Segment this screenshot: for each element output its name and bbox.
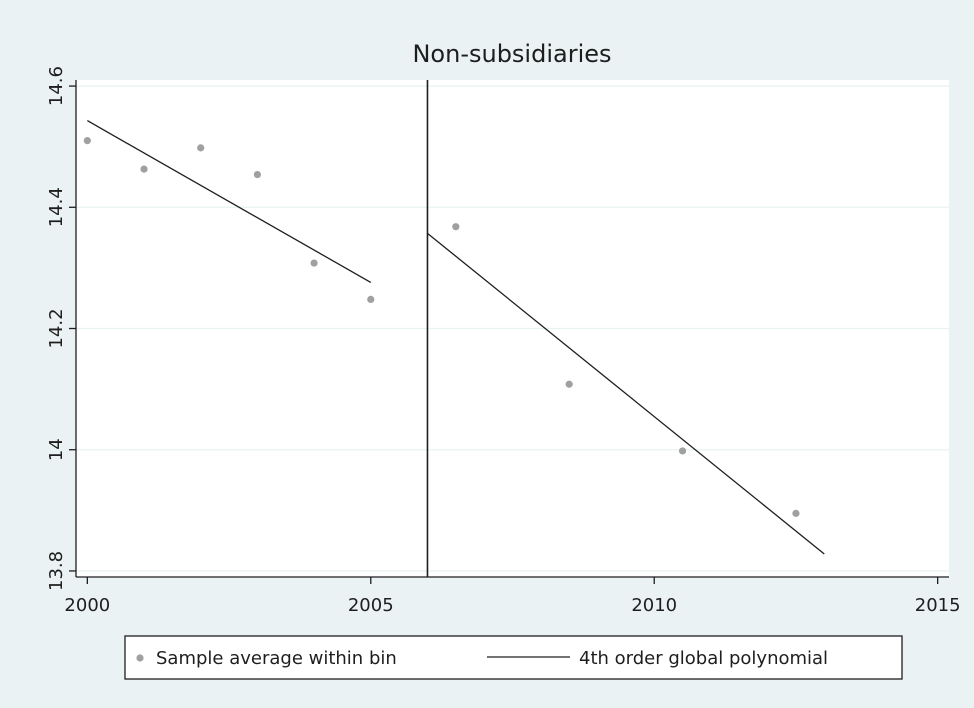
x-tick-label: 2000 xyxy=(64,595,110,616)
x-tick-label: 2005 xyxy=(348,595,394,616)
fit-lines xyxy=(87,120,825,555)
x-ticks: 2000 2005 2010 2015 xyxy=(64,577,961,616)
scatter-point xyxy=(792,509,800,517)
y-tick-label: 14.6 xyxy=(46,66,67,106)
y-tick-label: 13.8 xyxy=(46,551,67,591)
scatter-point xyxy=(83,137,91,145)
fit-line-segment xyxy=(427,232,825,555)
chart-title: Non-subsidiaries xyxy=(412,40,611,68)
scatter-points xyxy=(83,137,800,517)
legend: Sample average within bin 4th order glob… xyxy=(124,635,903,680)
y-tick-label: 14.2 xyxy=(46,308,67,348)
scatter-point xyxy=(452,223,460,231)
y-tick-label: 14 xyxy=(46,438,67,461)
scatter-point xyxy=(678,447,687,455)
scatter-point xyxy=(565,380,573,388)
legend-marker-scatter xyxy=(136,654,144,662)
scatter-point xyxy=(367,295,375,304)
legend-label-scatter: Sample average within bin xyxy=(156,648,397,669)
scatter-point xyxy=(310,259,318,267)
y-ticks: 13.8 14 14.2 14.4 14.6 xyxy=(46,66,76,591)
grid-lines xyxy=(76,85,949,572)
legend-label-line: 4th order global polynomial xyxy=(579,648,828,669)
x-tick-label: 2015 xyxy=(915,595,961,616)
x-tick-label: 2010 xyxy=(631,595,677,616)
y-tick-label: 14.4 xyxy=(46,187,67,227)
fit-line-segment xyxy=(87,120,372,284)
scatter-point xyxy=(253,170,262,179)
scatter-point xyxy=(140,165,148,173)
scatter-point xyxy=(197,144,205,152)
